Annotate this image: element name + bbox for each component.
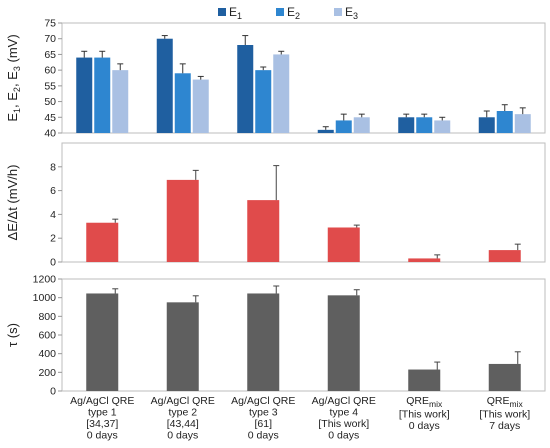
legend-swatch-e1 <box>218 8 226 16</box>
y-tick-label: 0 <box>50 257 56 269</box>
panel-rate-bar-2 <box>166 179 199 262</box>
panel-rate-bar-6 <box>488 250 521 262</box>
bar-e2-3 <box>255 70 272 133</box>
y-tick-label: 1000 <box>33 292 57 304</box>
legend-label-e1: E1 <box>229 5 242 21</box>
bar-e2-4 <box>335 120 352 133</box>
panel-tau: 0 200 400 600 800 1000 1200 <box>33 274 546 398</box>
panel-tau-bar-6 <box>488 363 521 391</box>
y-tick-label: 75 <box>44 18 56 30</box>
bar-e2-1 <box>94 57 111 134</box>
bar-e2-2 <box>174 73 191 133</box>
x-axis-labels: Ag/AgCl QRE type 1 [34,37] 0 days Ag/AgCl QR… <box>70 395 530 442</box>
y-tick-label: 55 <box>44 80 56 92</box>
bar-e1-6 <box>478 117 495 133</box>
y-tick-label: 40 <box>44 128 56 140</box>
y-tick-label: 6 <box>50 185 56 197</box>
y-tick-label: 1200 <box>33 274 57 286</box>
legend: E1 E2 E3 <box>218 5 358 21</box>
panel-tau-bar-3 <box>247 293 280 391</box>
panel-rate: 0 2 4 6 8 <box>50 142 546 269</box>
y-axis-label: τ (s) <box>5 323 20 347</box>
x-tick-label: QREmix [This work] 0 days <box>399 395 450 432</box>
y-axis-label: E1, E2, E3 (mV) <box>5 34 22 121</box>
bar-e1-5 <box>398 117 415 133</box>
bar-e2-6 <box>496 111 513 133</box>
panel-tau-bar-4 <box>327 295 360 391</box>
y-tick-label: 400 <box>38 348 56 360</box>
y-tick-label: 0 <box>50 386 56 398</box>
bar-e1-1 <box>76 57 93 134</box>
x-tick-label: Ag/AgCl QRE type 4 [This work] 0 days <box>312 395 376 442</box>
panel-tau-bar-1 <box>86 293 119 391</box>
y-tick-label: 65 <box>44 49 56 61</box>
y-tick-label: 2 <box>50 233 56 245</box>
x-tick-label: QREmix [This work] 7 days <box>479 395 530 432</box>
legend-label-e3: E3 <box>345 5 358 21</box>
x-tick-label: Ag/AgCl QRE type 2 [43,44] 0 days <box>151 395 215 442</box>
panel-potential: 40 45 50 55 60 65 70 75 <box>44 18 546 140</box>
bar-e3-3 <box>273 54 290 133</box>
plot-frame <box>61 278 546 392</box>
panel-rate-bar-1 <box>86 222 119 262</box>
y-tick-label: 200 <box>38 367 56 379</box>
x-tick-label: Ag/AgCl QRE type 1 [34,37] 0 days <box>70 395 134 442</box>
y-tick-label: 600 <box>38 330 56 342</box>
y-axis-label: ΔE/Δt (mV/h) <box>5 165 20 241</box>
legend-swatch-e3 <box>334 8 342 16</box>
x-tick-label: Ag/AgCl QRE type 3 [61] 0 days <box>231 395 295 442</box>
plot-frame <box>61 142 546 263</box>
bar-e3-6 <box>514 114 531 133</box>
bar-e3-5 <box>434 120 451 133</box>
panel-rate-bar-5 <box>408 258 441 262</box>
y-tick-label: 60 <box>44 65 56 77</box>
bar-e1-3 <box>237 45 254 133</box>
y-tick-label: 70 <box>44 33 56 45</box>
y-tick-label: 4 <box>50 209 56 221</box>
y-tick-label: 50 <box>44 96 56 108</box>
panel-tau-bar-2 <box>166 302 199 391</box>
y-tick-label: 8 <box>50 161 56 173</box>
plot-frame <box>61 22 546 134</box>
y-tick-label: 800 <box>38 311 56 323</box>
panel-rate-bar-4 <box>327 227 360 262</box>
bar-e3-1 <box>112 70 129 133</box>
panel-tau-bar-5 <box>408 369 441 391</box>
bar-e2-5 <box>416 117 433 133</box>
legend-label-e2: E2 <box>287 5 300 21</box>
bar-e3-2 <box>192 79 209 133</box>
y-tick-label: 45 <box>44 112 56 124</box>
bar-e1-2 <box>156 38 173 133</box>
panel-rate-bar-3 <box>247 200 280 262</box>
bar-e3-4 <box>353 117 370 133</box>
legend-swatch-e2 <box>276 8 284 16</box>
bar-e1-4 <box>317 129 334 133</box>
